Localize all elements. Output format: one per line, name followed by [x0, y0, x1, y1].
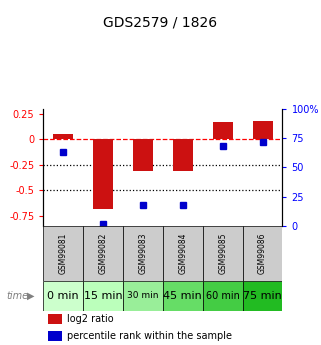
- Bar: [133, 139, 153, 171]
- Text: GSM99081: GSM99081: [59, 233, 68, 274]
- Bar: [253, 121, 273, 139]
- Bar: [43, 281, 83, 310]
- Bar: [123, 226, 163, 281]
- Bar: [213, 122, 233, 139]
- Bar: [163, 281, 203, 310]
- Text: time: time: [6, 291, 29, 301]
- Text: GSM99086: GSM99086: [258, 233, 267, 274]
- Text: 45 min: 45 min: [163, 291, 202, 301]
- Text: GSM99082: GSM99082: [99, 233, 108, 274]
- Text: 30 min: 30 min: [127, 291, 159, 300]
- Text: log2 ratio: log2 ratio: [67, 314, 114, 324]
- Text: GDS2579 / 1826: GDS2579 / 1826: [103, 16, 218, 30]
- Text: GSM99083: GSM99083: [138, 233, 147, 274]
- Bar: [43, 226, 83, 281]
- Bar: [83, 226, 123, 281]
- Bar: [173, 139, 193, 171]
- Bar: [48, 331, 63, 341]
- Text: GSM99085: GSM99085: [218, 233, 227, 274]
- Bar: [163, 226, 203, 281]
- Text: 60 min: 60 min: [206, 291, 240, 301]
- Bar: [203, 281, 243, 310]
- Text: ▶: ▶: [27, 291, 35, 301]
- Text: 0 min: 0 min: [48, 291, 79, 301]
- Text: 15 min: 15 min: [84, 291, 122, 301]
- Bar: [203, 226, 243, 281]
- Text: percentile rank within the sample: percentile rank within the sample: [67, 331, 232, 341]
- Bar: [48, 314, 63, 324]
- Bar: [243, 226, 282, 281]
- Bar: [83, 281, 123, 310]
- Text: 75 min: 75 min: [243, 291, 282, 301]
- Text: GSM99084: GSM99084: [178, 233, 187, 274]
- Bar: [93, 139, 113, 209]
- Bar: [53, 134, 73, 139]
- Bar: [243, 281, 282, 310]
- Bar: [123, 281, 163, 310]
